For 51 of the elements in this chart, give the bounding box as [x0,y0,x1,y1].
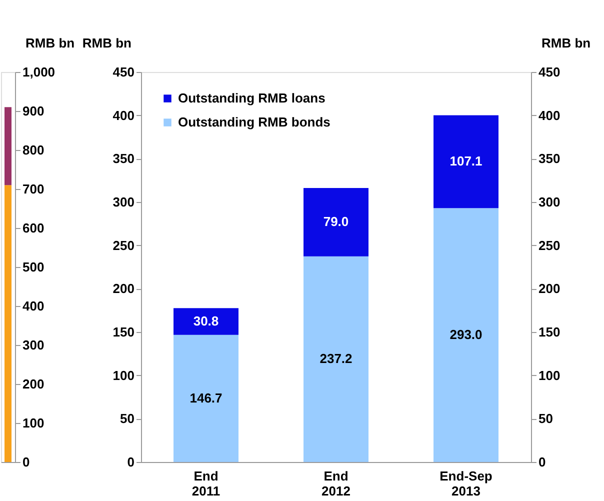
y-tick-label: 150 [112,324,134,340]
data-label: 107.1 [450,154,482,169]
y-tick-label: 200 [112,281,134,296]
data-label: 79.0 [323,214,349,230]
x-tick-label: End 2012 [322,468,350,498]
data-label: 30.8 [193,314,219,329]
y-tick-label: 250 [112,238,134,253]
y2-tick-label: 300 [538,194,560,210]
y-tick-label: 800 [22,142,44,158]
y-tick-label: 1,000 [22,64,56,80]
y2-tick-label: 400 [538,108,560,123]
y2-tick-label: 100 [538,368,560,383]
legend-label: Outstanding RMB loans [178,90,326,106]
y2-tick-label: 350 [538,151,560,166]
x-tick-label: End-Sep 2013 [440,468,492,498]
bar [434,115,498,208]
bar [304,188,368,256]
y2-axis-title: RMB bn [542,36,591,50]
y2-tick-label: 250 [538,238,560,253]
y-axis-title: RMB bn [26,36,75,50]
y-tick-label: 900 [22,104,44,118]
y-tick-label: 600 [22,220,44,236]
y-tick-label: 450 [112,64,134,80]
legend-label: Outstanding RMB bonds [178,114,330,130]
y-tick-label: 500 [22,260,44,274]
y-tick-label: 350 [112,151,134,166]
y2-tick-label: 0 [538,454,546,470]
y-tick-label: 0 [127,454,134,470]
y2-tick-label: 450 [538,64,560,80]
y-tick-label: 100 [22,416,44,430]
bar [174,308,238,335]
y-axis-title: RMB bn [82,36,132,50]
y2-tick-label: 200 [538,281,560,296]
y-tick-label: 50 [120,411,134,426]
y-tick-label: 700 [22,182,44,196]
data-label: 146.7 [190,390,222,406]
bar [434,208,498,462]
data-label: 293.0 [450,327,482,342]
y-tick-label: 100 [112,368,134,383]
y-tick-label: 200 [22,376,44,392]
y-tick-label: 0 [22,454,30,470]
y2-tick-label: 150 [538,324,560,340]
bar [304,256,368,462]
y2-tick-label: 50 [538,411,553,426]
y-tick-label: 400 [112,108,134,123]
bar [174,334,238,462]
y-tick-label: 400 [22,298,44,314]
y-tick-label: 300 [22,338,44,352]
y-tick-label: 300 [112,194,134,210]
x-tick-label: End 2011 [192,468,220,498]
data-label: 237.2 [320,351,352,366]
